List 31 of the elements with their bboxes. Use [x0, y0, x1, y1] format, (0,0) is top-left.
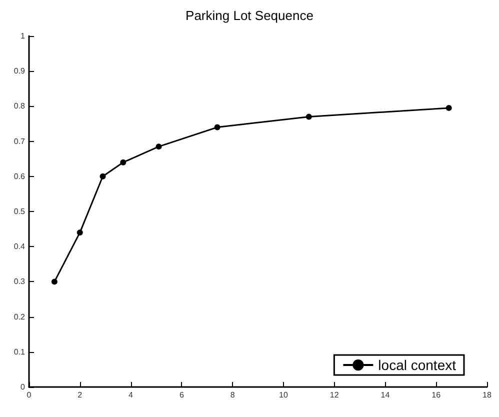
- y-tick-label: 0.3: [14, 277, 26, 286]
- x-tick-label: 12: [330, 390, 340, 400]
- y-tick-label: 0.5: [14, 207, 26, 216]
- x-tick-label: 14: [380, 390, 390, 400]
- x-tick-label: 6: [179, 390, 184, 400]
- y-tick-label: 0.6: [14, 172, 26, 181]
- y-tick-label: 0.2: [14, 312, 26, 322]
- x-tick-label: 10: [278, 390, 288, 400]
- point: [156, 144, 162, 150]
- x-tick-label: 16: [432, 390, 442, 400]
- x-tick-label: 2: [78, 390, 83, 400]
- point: [120, 159, 126, 166]
- point: [100, 173, 106, 180]
- legend-label: local context: [378, 357, 456, 373]
- y-tick-label: 1: [20, 32, 26, 40]
- x-tick-label: 8: [230, 390, 236, 400]
- y-tick-label: 0: [20, 382, 26, 392]
- y-tick-label: 0.4: [14, 242, 26, 252]
- point: [214, 124, 220, 130]
- point: [76, 230, 83, 236]
- x-tick-label: 18: [482, 390, 492, 400]
- y-tick-label: 0.7: [14, 136, 26, 146]
- chart-title: Parking Lot Sequence: [186, 8, 314, 23]
- point: [306, 114, 312, 120]
- x-tick-label: 4: [128, 390, 134, 400]
- point: [446, 104, 452, 111]
- y-tick-label: 0.8: [14, 102, 26, 111]
- x-tick-label: 0: [26, 390, 32, 400]
- point: [51, 278, 58, 285]
- y-tick-label: 0.9: [14, 66, 26, 76]
- y-tick-label: 0.1: [14, 347, 26, 356]
